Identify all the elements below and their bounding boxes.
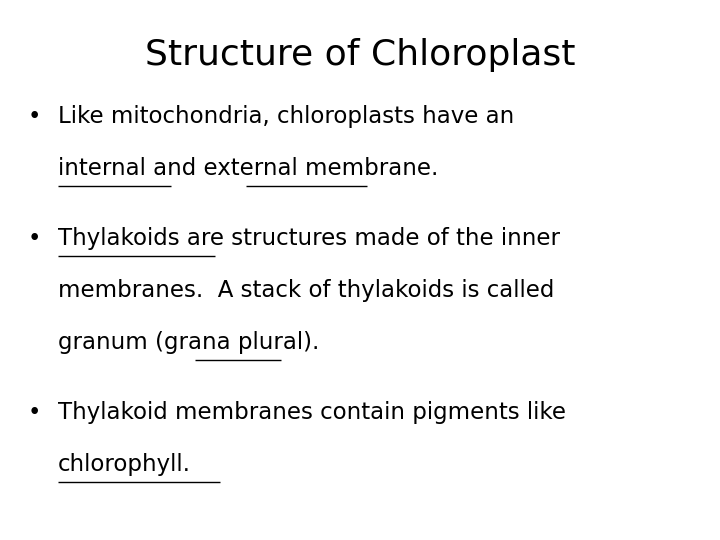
Text: •: •: [28, 105, 41, 128]
Text: Thylakoids are structures made of the inner: Thylakoids are structures made of the in…: [58, 227, 560, 250]
Text: granum (grana plural).: granum (grana plural).: [58, 331, 320, 354]
Text: internal and external membrane.: internal and external membrane.: [58, 157, 438, 180]
Text: •: •: [28, 401, 41, 424]
Text: membranes.  A stack of thylakoids is called: membranes. A stack of thylakoids is call…: [58, 279, 554, 302]
Text: Structure of Chloroplast: Structure of Chloroplast: [145, 38, 575, 72]
Text: •: •: [28, 227, 41, 250]
Text: Like mitochondria, chloroplasts have an: Like mitochondria, chloroplasts have an: [58, 105, 514, 128]
Text: Thylakoid membranes contain pigments like: Thylakoid membranes contain pigments lik…: [58, 401, 566, 424]
Text: chlorophyll.: chlorophyll.: [58, 453, 191, 476]
